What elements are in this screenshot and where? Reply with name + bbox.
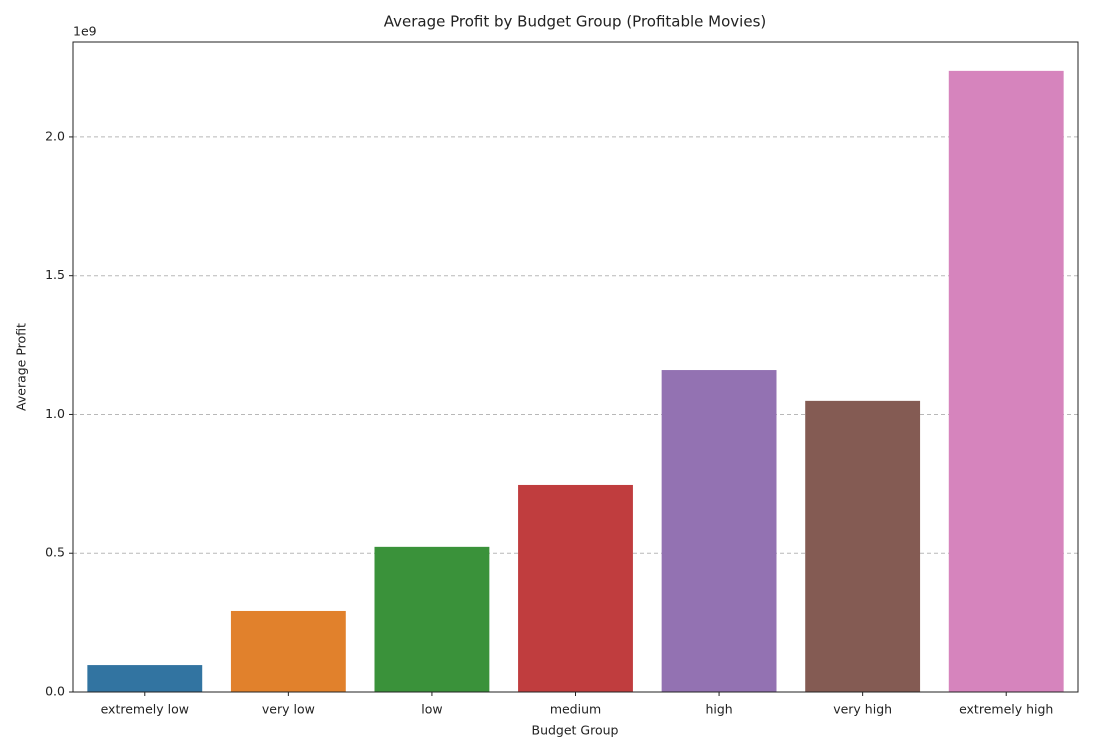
bar: [661, 370, 777, 692]
x-axis-label: Budget Group: [532, 723, 619, 738]
bar: [948, 70, 1064, 693]
x-tick-label: extremely low: [101, 702, 189, 717]
bar: [374, 546, 490, 692]
y-tick-label: 1.5: [45, 267, 65, 282]
y-offset-label: 1e9: [73, 24, 97, 39]
y-axis-label: Average Profit: [14, 323, 29, 411]
bar: [518, 484, 633, 692]
x-tick-label: very low: [262, 702, 315, 717]
x-tick-label: low: [421, 702, 442, 717]
y-tick-label: 0.0: [45, 684, 65, 699]
x-tick-label: very high: [833, 702, 892, 717]
chart-title: Average Profit by Budget Group (Profitab…: [384, 13, 767, 31]
x-tick-label: extremely high: [959, 702, 1053, 717]
plot-frame: [72, 41, 1079, 693]
bar: [805, 400, 921, 692]
bar: [87, 665, 203, 692]
x-tick-label: high: [705, 702, 732, 717]
x-tick-label: medium: [550, 702, 601, 717]
bar: [230, 610, 346, 692]
y-tick-label: 2.0: [45, 128, 65, 143]
y-tick-label: 1.0: [45, 406, 65, 421]
y-tick-label: 0.5: [45, 545, 65, 560]
